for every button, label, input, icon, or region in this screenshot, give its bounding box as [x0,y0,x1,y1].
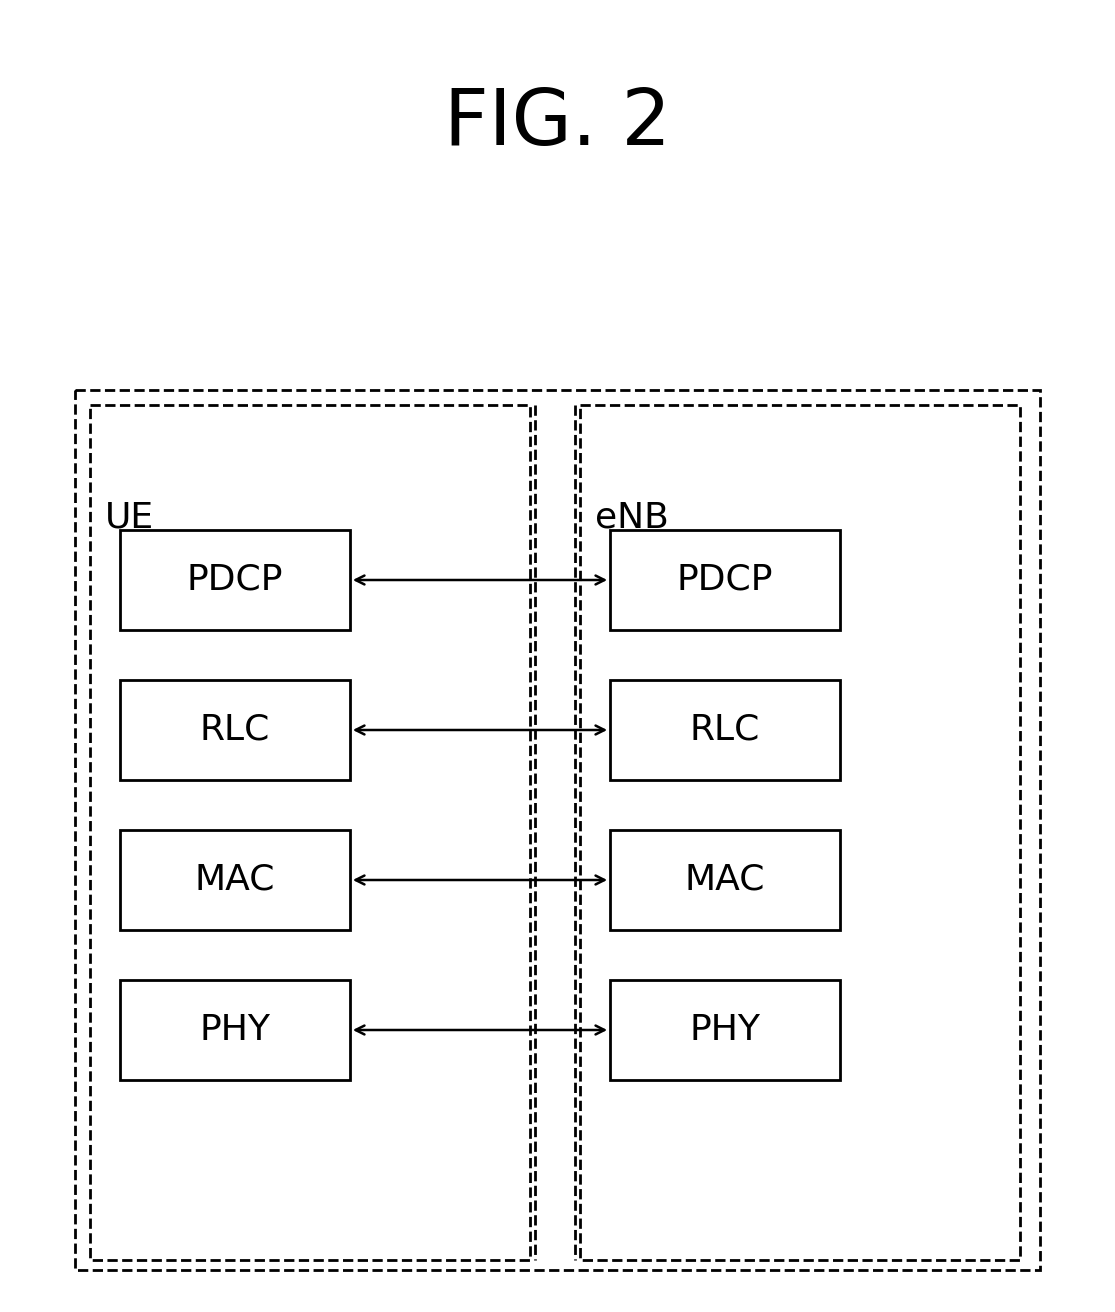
Bar [580,405,1020,1260]
Bar [610,830,840,930]
Bar [610,680,840,781]
Bar [610,530,840,630]
Text: MAC: MAC [685,863,765,897]
Text: PHY: PHY [200,1013,271,1047]
Bar [90,405,530,1260]
Text: MAC: MAC [195,863,275,897]
Text: UE: UE [105,500,154,534]
Text: RLC: RLC [690,712,760,747]
Text: FIG. 2: FIG. 2 [444,85,670,161]
Text: RLC: RLC [200,712,270,747]
Bar [120,830,350,930]
Text: PDCP: PDCP [677,563,773,597]
Text: eNB: eNB [595,500,669,534]
Text: PDCP: PDCP [186,563,283,597]
Bar [120,530,350,630]
Bar [120,680,350,781]
Bar [120,980,350,1080]
Bar [75,390,1040,1270]
Bar [610,980,840,1080]
Text: PHY: PHY [689,1013,760,1047]
